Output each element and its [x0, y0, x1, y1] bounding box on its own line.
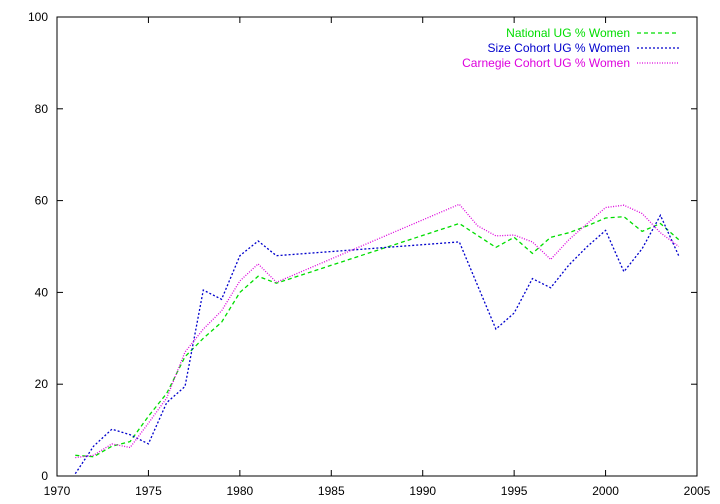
series-line-3	[75, 203, 680, 459]
y-tick-label: 80	[35, 102, 49, 116]
plot-frame	[56, 16, 698, 477]
x-tick-label: 1975	[135, 484, 162, 498]
series-line-1	[75, 216, 680, 458]
x-tick-label: 1980	[227, 484, 254, 498]
x-tick-label: 1985	[318, 484, 345, 498]
axis-ticks: 1970 1975 1980 1985 1990 1995 2000 2005 0 20 40 60 8…	[28, 10, 711, 498]
x-tick-label: 2005	[684, 484, 711, 498]
legend-label-3: Carnegie Cohort UG % Women	[462, 56, 630, 70]
y-tick-label: 20	[35, 377, 49, 391]
y-tick-label: 40	[35, 285, 49, 299]
y-tick-label: 0	[41, 469, 48, 483]
x-tick-label: 1970	[44, 484, 71, 498]
x-tick-label: 1990	[409, 484, 436, 498]
x-tick-label: 1995	[501, 484, 528, 498]
legend-label-1: National UG % Women	[506, 26, 630, 40]
y-tick-label: 60	[35, 194, 49, 208]
legend-label-2: Size Cohort UG % Women	[488, 41, 631, 55]
series-line-2	[74, 213, 680, 475]
y-tick-label: 100	[28, 10, 48, 24]
series-lines	[74, 203, 680, 475]
x-tick-label: 2000	[592, 484, 619, 498]
